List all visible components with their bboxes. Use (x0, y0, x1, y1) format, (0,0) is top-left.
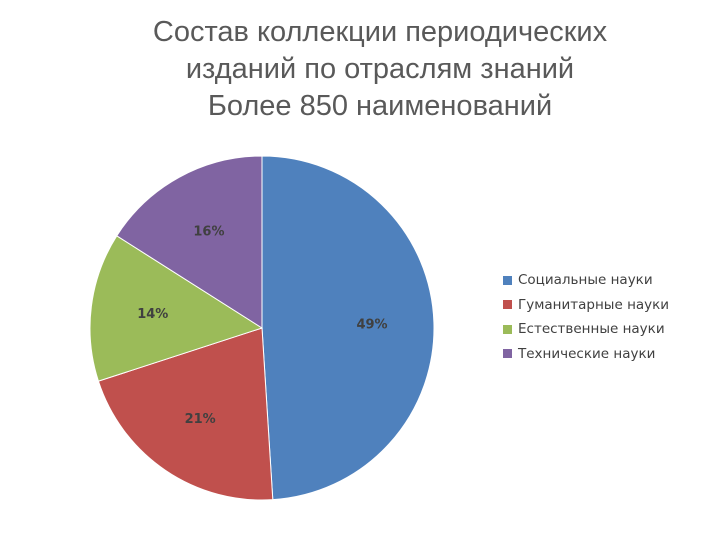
legend-swatch (503, 275, 512, 285)
pie-slice-social (261, 155, 435, 501)
legend-item-humanities: Гуманитарные науки (503, 293, 669, 318)
data-label-humanities: 21% (185, 412, 216, 427)
pie-slice-technical (116, 155, 263, 329)
title-line-1: Состав коллекции периодических (152, 16, 608, 48)
data-label-technical: 16% (193, 225, 224, 240)
data-label-social: 49% (356, 318, 387, 333)
legend-label: Естественные науки (518, 321, 665, 338)
legend-item-natural: Естественные науки (503, 317, 669, 342)
legend-label: Технические науки (518, 345, 656, 362)
data-label-natural: 14% (137, 307, 168, 322)
legend-swatch (503, 324, 512, 334)
legend-label: Социальные науки (518, 272, 653, 289)
legend-swatch (503, 300, 512, 310)
legend-swatch (503, 349, 512, 359)
slide-title: Состав коллекции периодических изданий п… (0, 14, 720, 125)
legend-label: Гуманитарные науки (518, 296, 670, 313)
chart-legend: Социальные науки Гуманитарные науки Есте… (503, 268, 669, 366)
pie-slice-humanities (97, 327, 274, 501)
legend-item-social: Социальные науки (503, 268, 669, 293)
legend-item-technical: Технические науки (503, 342, 669, 367)
title-line-2: изданий по отраслям знаний (185, 53, 575, 85)
pie-slice-natural (89, 235, 264, 382)
pie-chart: 49% 21% 14% 16% (89, 155, 435, 501)
title-line-3: Более 850 наименований (207, 90, 553, 122)
